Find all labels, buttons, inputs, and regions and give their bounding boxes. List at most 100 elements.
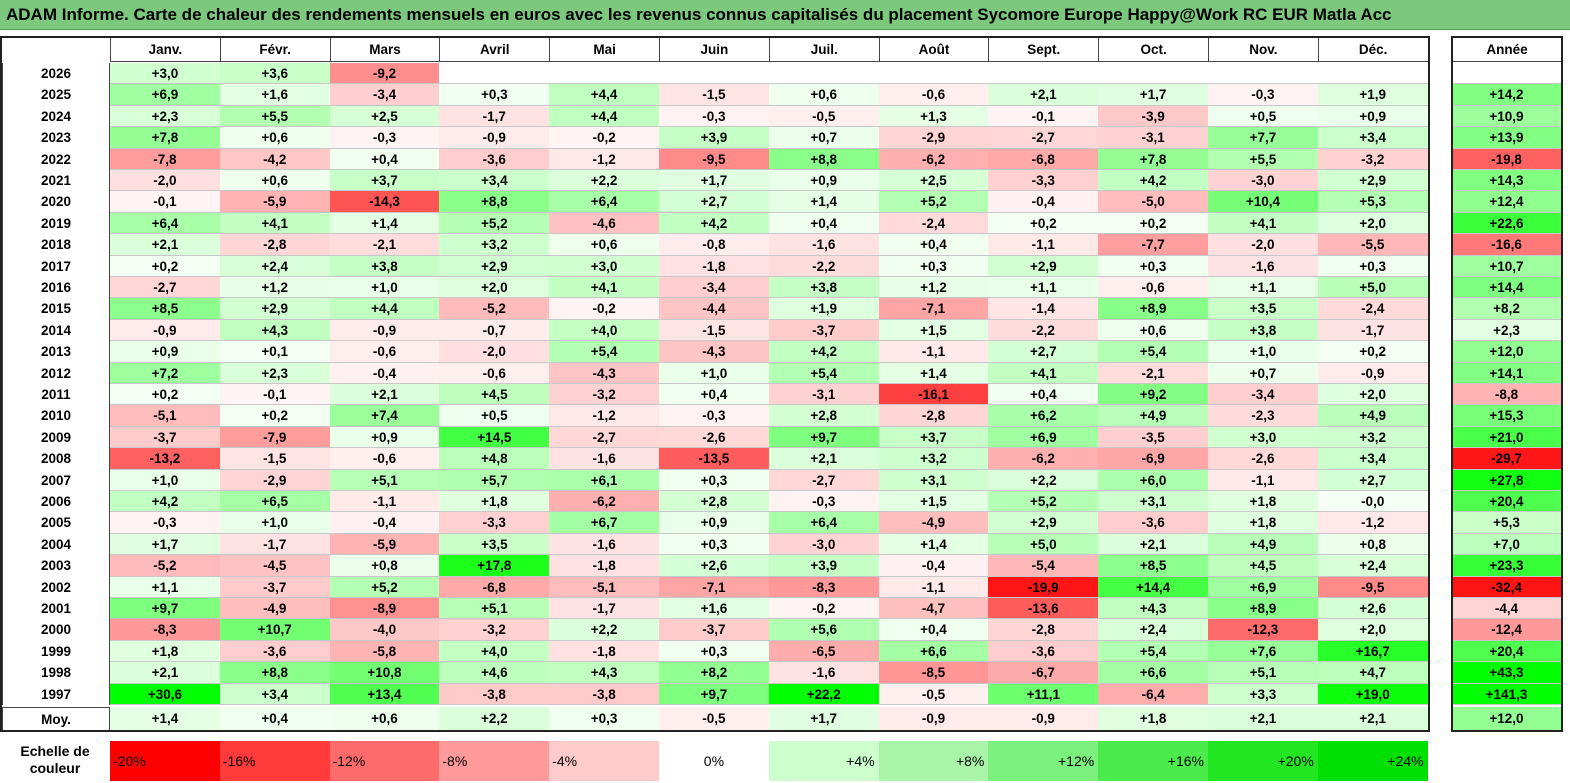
page-title: ADAM Informe. Carte de chaleur des rende…	[0, 0, 1570, 30]
heatmap-cell: +7,2	[110, 362, 221, 384]
annual-cell: +27,8	[1452, 469, 1562, 491]
heatmap-cell: +0,3	[659, 469, 770, 491]
heatmap-cell: +4,5	[439, 384, 551, 406]
year-label: 2017	[2, 255, 110, 277]
heatmap-cell: +1,9	[1317, 84, 1429, 106]
heatmap-cell: -0,1	[110, 191, 221, 213]
heatmap-cell: -19,9	[988, 576, 1100, 598]
column-header: Juin	[659, 36, 770, 62]
heatmap-cell: -0,2	[549, 127, 660, 149]
heatmap-cell: +11,1	[988, 683, 1100, 705]
heatmap-cell: -0,3	[659, 105, 770, 128]
heatmap-cell: +3,7	[329, 170, 441, 192]
year-label: 1997	[2, 683, 110, 705]
heatmap-cell: +2,1	[988, 84, 1100, 106]
column-header: Juil.	[768, 36, 880, 62]
heatmap-cell: -0,1	[219, 384, 331, 406]
annual-cell	[1452, 63, 1562, 85]
annual-cell: +14,4	[1452, 277, 1562, 299]
color-scale-swatch: +12%	[988, 741, 1099, 781]
year-label: 2007	[2, 469, 110, 491]
heatmap-cell: +1,8	[439, 491, 551, 513]
heatmap-cell: +3,8	[1208, 319, 1319, 342]
heatmap-cell: +0,8	[1317, 533, 1429, 556]
heatmap-cell: +6,4	[768, 512, 880, 534]
heatmap-cell	[439, 63, 551, 85]
annual-cell: +10,9	[1452, 105, 1562, 128]
heatmap-cell: +5,5	[1208, 148, 1319, 170]
heatmap-cell: +4,0	[439, 640, 551, 663]
heatmap-cell: -0,4	[878, 555, 990, 577]
column-header: Mai	[549, 36, 660, 62]
heatmap-cell: +8,8	[219, 662, 331, 684]
heatmap-cell: -2,8	[219, 234, 331, 256]
year-label: 2000	[2, 619, 110, 641]
heatmap-cell: +2,1	[110, 234, 221, 256]
heatmap-cell: +0,2	[988, 212, 1100, 235]
heatmap-cell: +2,7	[659, 191, 770, 213]
heatmap-cell: -16,1	[878, 384, 990, 406]
heatmap-cell: -2,6	[1208, 448, 1319, 470]
heatmap-cell: +9,2	[1098, 384, 1209, 406]
heatmap-cell: -3,9	[1098, 105, 1209, 128]
heatmap-cell: -0,3	[1208, 84, 1319, 106]
year-label: 2012	[2, 362, 110, 384]
heatmap-cell: +1,4	[768, 191, 880, 213]
annual-cell: +22,6	[1452, 212, 1562, 235]
heatmap-cell: -0,9	[110, 319, 221, 342]
heatmap-cell: +3,2	[878, 448, 990, 470]
heatmap-cell: +0,4	[329, 148, 441, 170]
heatmap-cell: -1,8	[549, 555, 660, 577]
heatmap-cell: +14,5	[439, 426, 551, 449]
heatmap-cell: +2,8	[768, 405, 880, 427]
heatmap-cell: +2,7	[988, 341, 1100, 363]
heatmap-cell: +8,5	[1098, 555, 1209, 577]
heatmap-cell: +1,3	[878, 105, 990, 128]
heatmap-cell: -6,8	[988, 148, 1100, 170]
heatmap-cell: -2,8	[988, 619, 1100, 641]
heatmap-cell: -2,9	[878, 127, 990, 149]
heatmap-cell: +2,3	[110, 105, 221, 128]
heatmap-cell: -0,6	[878, 84, 990, 106]
annual-cell: -16,6	[1452, 234, 1562, 256]
heatmap-cell	[1098, 63, 1209, 85]
heatmap-cell: -5,2	[110, 555, 221, 577]
heatmap-cell: +0,6	[219, 170, 331, 192]
column-header: Janv.	[110, 36, 221, 62]
color-scale-swatch: -12%	[329, 741, 440, 781]
year-label: 2016	[2, 277, 110, 299]
heatmap-cell: +1,8	[1208, 512, 1319, 534]
heatmap-cell: +1,7	[1098, 84, 1209, 106]
heatmap-cell	[768, 63, 880, 85]
heatmap-cell: +0,6	[219, 127, 331, 149]
annual-cell: -29,7	[1452, 448, 1562, 470]
color-scale-label: Echelle de couleur	[0, 743, 110, 777]
year-label: 2011	[2, 384, 110, 406]
annual-cell: -4,4	[1452, 598, 1562, 620]
heatmap-cell: +1,1	[1208, 277, 1319, 299]
annual-cell: +8,2	[1452, 298, 1562, 320]
heatmap-cell: +4,4	[549, 105, 660, 128]
heatmap-cell: -1,2	[549, 405, 660, 427]
average-cell: -0,9	[878, 707, 990, 731]
heatmap-cell: -1,5	[659, 319, 770, 342]
heatmap-cell: -4,7	[878, 598, 990, 620]
heatmap-cell: +0,3	[1098, 255, 1209, 277]
heatmap-cell: +10,4	[1208, 191, 1319, 213]
heatmap-cell: +3,7	[878, 426, 990, 449]
heatmap-cell: +2,4	[1098, 619, 1209, 641]
heatmap-cell: -6,9	[1098, 448, 1209, 470]
heatmap-cell: +6,4	[549, 191, 660, 213]
heatmap-cell: -6,4	[1098, 683, 1209, 705]
heatmap-cell: -12,3	[1208, 619, 1319, 641]
heatmap-cell: +6,9	[1208, 576, 1319, 598]
heatmap-cell: -4,9	[219, 598, 331, 620]
year-label: 2013	[2, 341, 110, 363]
heatmap-cell: -3,3	[988, 170, 1100, 192]
heatmap-cell: -2,2	[768, 255, 880, 277]
heatmap-cell: +7,7	[1208, 127, 1319, 149]
heatmap-cell: +4,2	[659, 212, 770, 235]
heatmap-cell: +1,1	[110, 576, 221, 598]
annual-cell: +5,3	[1452, 512, 1562, 534]
heatmap-cell: +6,5	[219, 491, 331, 513]
